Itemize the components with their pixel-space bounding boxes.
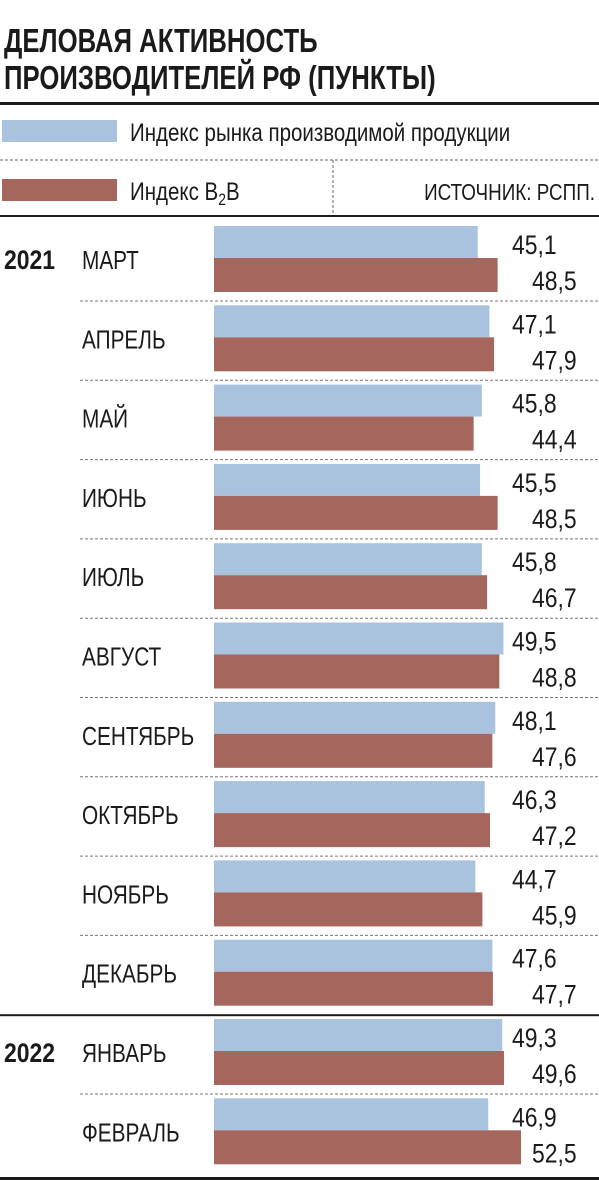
title-rule <box>0 102 599 105</box>
data-label-b2b: 44,4 <box>532 425 577 455</box>
legend-swatch-market <box>2 120 117 142</box>
bar-market <box>214 305 490 338</box>
category-label: МАРТ <box>82 246 139 275</box>
bar-b2b <box>214 258 498 292</box>
data-label-market: 46,3 <box>512 785 557 815</box>
data-label-b2b: 47,9 <box>532 346 577 376</box>
bar-b2b <box>214 654 500 689</box>
data-label-b2b: 45,9 <box>532 901 577 931</box>
legend-label-b2b-part: Индекс B <box>130 177 218 205</box>
data-label-market: 46,9 <box>512 1103 557 1133</box>
chart-title-line-1: ДЕЛОВАЯ АКТИВНОСТЬ <box>4 22 318 59</box>
category-label: АВГУСТ <box>82 642 161 671</box>
data-label-b2b: 47,6 <box>532 742 577 772</box>
category-label: НОЯБРЬ <box>82 880 169 909</box>
chart-title: ДЕЛОВАЯ АКТИВНОСТЬ ПРОИЗВОДИТЕЛЕЙ РФ (ПУ… <box>4 22 464 96</box>
bar-b2b <box>214 416 474 451</box>
bar-market <box>214 939 493 972</box>
data-label-b2b: 49,6 <box>532 1059 577 1089</box>
category-label: АПРЕЛЬ <box>82 325 166 354</box>
bar-b2b <box>214 733 493 768</box>
bar-b2b <box>214 813 491 848</box>
legend-label-market: Индекс рынка производимой продукции <box>130 118 510 146</box>
data-label-market: 45,8 <box>512 547 557 577</box>
legend-label-b2b-part: 2 <box>218 191 226 210</box>
data-label-b2b: 47,2 <box>532 821 577 851</box>
bar-b2b <box>214 971 493 1006</box>
year-label: 2022 <box>4 1038 55 1068</box>
legend-swatch-b2b <box>2 179 117 201</box>
data-label-market: 48,1 <box>512 706 557 736</box>
bar-market <box>214 226 478 258</box>
category-label: ДЕКАБРЬ <box>82 960 177 989</box>
data-label-b2b: 48,5 <box>532 504 577 534</box>
year-divider <box>0 1014 599 1017</box>
category-label: ЯНВАРЬ <box>82 1039 167 1068</box>
data-label-b2b: 48,8 <box>532 663 577 693</box>
data-label-market: 47,1 <box>512 310 557 340</box>
category-label: ИЮНЬ <box>82 484 147 513</box>
bar-b2b <box>214 892 483 927</box>
legend-rule <box>0 215 599 217</box>
bar-b2b <box>214 575 488 610</box>
bar-market <box>214 463 481 496</box>
category-label: ИЮЛЬ <box>82 563 144 592</box>
data-label-b2b: 52,5 <box>532 1139 577 1169</box>
bar-market <box>214 1098 489 1131</box>
category-label: МАЙ <box>82 403 128 433</box>
bar-market <box>214 1019 503 1051</box>
year-label: 2021 <box>4 245 55 275</box>
data-label-market: 45,5 <box>512 468 557 498</box>
legend-label-b2b: Индекс B2B <box>130 177 240 209</box>
bar-b2b <box>214 337 495 372</box>
bar-market <box>214 701 496 734</box>
data-label-market: 45,1 <box>512 230 557 260</box>
bar-market <box>214 384 482 417</box>
legend-label-b2b-part: B <box>226 177 240 205</box>
data-label-market: 49,3 <box>512 1023 557 1053</box>
chart-title-line-2: ПРОИЗВОДИТЕЛЕЙ РФ (ПУНКТЫ) <box>4 59 436 96</box>
category-label: ФЕВРАЛЬ <box>82 1118 180 1147</box>
bottom-rule <box>0 1177 599 1180</box>
bar-b2b <box>214 1051 505 1085</box>
bar-market <box>214 543 482 576</box>
bar-market <box>214 781 485 814</box>
bar-b2b <box>214 1130 521 1165</box>
data-label-b2b: 48,5 <box>532 266 577 296</box>
data-label-b2b: 47,7 <box>532 980 577 1010</box>
data-label-market: 44,7 <box>512 865 557 895</box>
category-label: СЕНТЯБРЬ <box>82 722 194 751</box>
source-note: ИСТОЧНИК: РСПП. <box>424 180 595 205</box>
data-label-market: 45,8 <box>512 389 557 419</box>
bar-market <box>214 860 476 893</box>
data-label-market: 47,6 <box>512 944 557 974</box>
bar-market <box>214 622 504 655</box>
data-label-market: 49,5 <box>512 627 557 657</box>
bar-b2b <box>214 495 498 530</box>
data-label-b2b: 46,7 <box>532 583 577 613</box>
category-label: ОКТЯБРЬ <box>82 801 179 830</box>
